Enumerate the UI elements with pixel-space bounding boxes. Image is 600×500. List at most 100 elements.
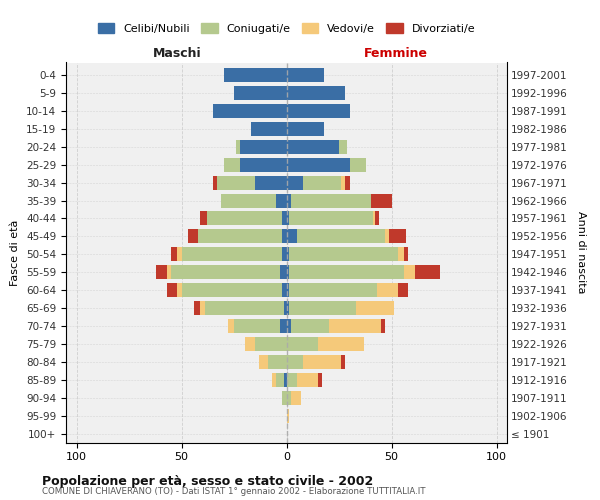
Bar — [245, 337, 287, 351]
Bar — [373, 212, 375, 226]
Bar — [341, 176, 346, 190]
Bar — [389, 230, 406, 243]
Bar — [304, 355, 341, 369]
Bar — [287, 390, 290, 404]
Bar — [287, 319, 290, 333]
Bar — [287, 283, 289, 297]
Bar — [287, 122, 325, 136]
Bar — [236, 140, 287, 153]
Bar — [349, 158, 366, 172]
Bar — [272, 373, 287, 387]
Bar — [289, 265, 404, 279]
Bar — [287, 140, 339, 153]
Bar — [356, 301, 394, 315]
Bar — [213, 104, 287, 118]
Bar — [259, 355, 287, 369]
Bar — [223, 158, 287, 172]
Bar — [240, 158, 287, 172]
Bar — [228, 319, 287, 333]
Bar — [268, 355, 287, 369]
Bar — [339, 140, 347, 153]
Bar — [167, 265, 287, 279]
Bar — [371, 194, 392, 207]
Bar — [198, 230, 287, 243]
Bar — [236, 140, 287, 153]
Bar — [289, 248, 398, 262]
Text: Femmine: Femmine — [364, 47, 428, 60]
Bar — [245, 337, 287, 351]
Bar — [251, 122, 287, 136]
Bar — [213, 176, 287, 190]
Bar — [287, 337, 318, 351]
Bar — [221, 194, 287, 207]
Bar — [287, 158, 349, 172]
Bar — [213, 104, 287, 118]
Bar — [223, 158, 287, 172]
Bar — [178, 248, 287, 262]
Bar — [178, 283, 287, 297]
Bar — [283, 248, 287, 262]
Bar — [289, 212, 373, 226]
Bar — [223, 68, 287, 82]
Bar — [318, 337, 364, 351]
Bar — [205, 301, 287, 315]
Bar — [223, 68, 287, 82]
Bar — [404, 248, 409, 262]
Bar — [234, 86, 287, 100]
Bar — [284, 301, 287, 315]
Bar — [198, 230, 287, 243]
Bar — [234, 86, 287, 100]
Bar — [223, 68, 287, 82]
Bar — [259, 355, 287, 369]
Bar — [287, 248, 289, 262]
Bar — [194, 301, 287, 315]
Bar — [374, 212, 379, 226]
Bar — [287, 301, 289, 315]
Bar — [251, 122, 287, 136]
Bar — [234, 319, 287, 333]
Bar — [280, 265, 287, 279]
Bar — [287, 68, 325, 82]
Bar — [272, 373, 287, 387]
Bar — [287, 265, 289, 279]
Bar — [284, 373, 287, 387]
Bar — [398, 283, 409, 297]
Bar — [377, 283, 398, 297]
Bar — [290, 390, 301, 404]
Bar — [381, 319, 385, 333]
Bar — [182, 283, 287, 297]
Bar — [240, 140, 287, 153]
Bar — [206, 212, 287, 226]
Bar — [217, 176, 287, 190]
Bar — [318, 373, 322, 387]
Bar — [217, 176, 287, 190]
Bar — [200, 212, 287, 226]
Bar — [341, 355, 346, 369]
Bar — [276, 373, 287, 387]
Bar — [221, 194, 287, 207]
Bar — [223, 158, 287, 172]
Bar — [398, 248, 404, 262]
Bar — [283, 283, 287, 297]
Bar — [287, 230, 297, 243]
Bar — [255, 176, 287, 190]
Bar — [297, 373, 318, 387]
Bar — [228, 319, 287, 333]
Text: Maschi: Maschi — [153, 47, 202, 60]
Bar — [255, 337, 287, 351]
Bar — [346, 176, 349, 190]
Bar — [188, 230, 287, 243]
Bar — [236, 140, 287, 153]
Bar — [404, 265, 415, 279]
Text: COMUNE DI CHIAVERANO (TO) - Dati ISTAT 1° gennaio 2002 - Elaborazione TUTTITALIA: COMUNE DI CHIAVERANO (TO) - Dati ISTAT 1… — [42, 488, 425, 496]
Bar — [283, 390, 287, 404]
Bar — [287, 408, 289, 422]
Bar — [200, 301, 287, 315]
Bar — [156, 265, 287, 279]
Bar — [251, 122, 287, 136]
Bar — [171, 248, 287, 262]
Bar — [287, 194, 290, 207]
Bar — [289, 301, 356, 315]
Bar — [290, 319, 329, 333]
Bar — [287, 176, 304, 190]
